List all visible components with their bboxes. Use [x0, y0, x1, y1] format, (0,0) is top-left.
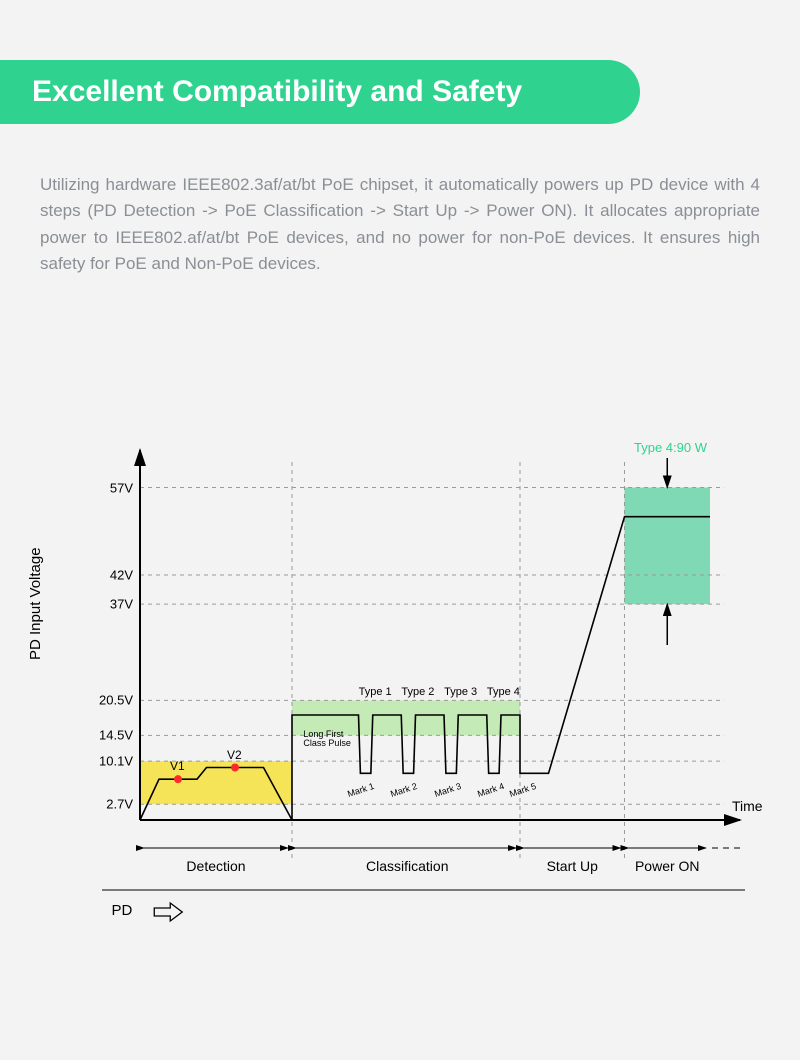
v-label: V1 — [170, 759, 185, 773]
phase-label: Start Up — [532, 858, 612, 874]
phase-label: Detection — [176, 858, 256, 874]
y-axis-label: PD Input Voltage — [27, 547, 44, 660]
top-annotation: Type 4:90 W — [634, 440, 707, 455]
type-label: Type 1 — [359, 686, 392, 698]
type-label: Type 3 — [444, 686, 477, 698]
voltage-chart: PD Input Voltage 57V42V37V20.5V14.5V10.1… — [55, 440, 745, 1000]
y-tick: 14.5V — [55, 728, 133, 743]
chart-svg — [55, 440, 745, 1000]
type-label: Type 2 — [401, 686, 434, 698]
phase-label: Power ON — [627, 858, 707, 874]
y-tick: 37V — [55, 597, 133, 612]
y-tick: 57V — [55, 480, 133, 495]
header-banner: Excellent Compatibility and Safety — [0, 60, 640, 124]
y-tick: 2.7V — [55, 797, 133, 812]
y-tick: 42V — [55, 568, 133, 583]
y-tick: 20.5V — [55, 693, 133, 708]
x-axis-label: Time — [732, 798, 763, 814]
banner-title: Excellent Compatibility and Safety — [32, 75, 522, 109]
long-first-label: Long FirstClass Pulse — [303, 730, 351, 750]
description-text: Utilizing hardware IEEE802.3af/at/bt PoE… — [40, 172, 760, 277]
v-label: V2 — [227, 748, 242, 762]
pd-label: PD — [112, 902, 133, 919]
type-label: Type 4 — [487, 686, 520, 698]
y-tick: 10.1V — [55, 754, 133, 769]
phase-label: Classification — [366, 858, 446, 874]
